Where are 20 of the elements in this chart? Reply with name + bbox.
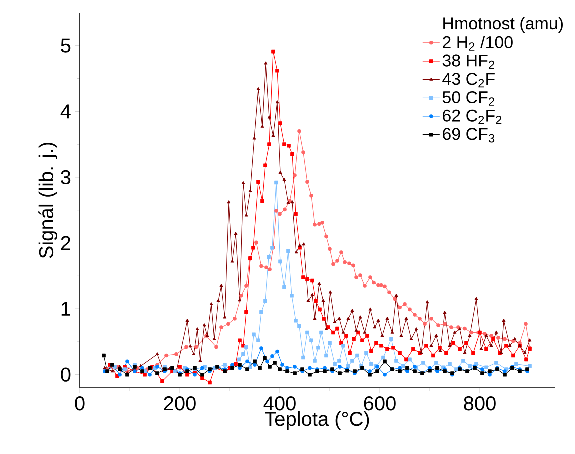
x-axis-title: Teplota (°C) [265,412,370,430]
y-tick-label: 1 [62,302,70,316]
legend-label: 62 C$_{2}$F$_{2}$ [443,110,502,124]
legend-label: 69 CF$_{3}$ [443,128,495,143]
y-tick-label: 4 [60,104,71,119]
legend-label: 50 CF$_{2}$ [442,91,495,106]
legend-label: 43 C$_{2}$F [442,73,495,88]
y-tick-label: 5 [61,38,71,53]
legend-label: 38 HF$_{2}$ [442,54,495,70]
x-tick-label: 800 [464,396,496,411]
x-tick-label: 200 [164,396,196,411]
y-tick-label: 0 [61,368,71,382]
y-tick-label: 2 [61,236,70,250]
x-tick-label: 400 [264,396,296,411]
x-tick-label: 0 [75,396,85,411]
y-tick-label: 3 [61,170,71,185]
legend-title: Hmotnost (amu) [444,17,563,34]
y-axis-title: Signál (lib. j.) [38,143,58,258]
legend-label: 2 H$_{2}$ /100 [443,36,513,51]
x-tick-label: 600 [364,396,396,411]
